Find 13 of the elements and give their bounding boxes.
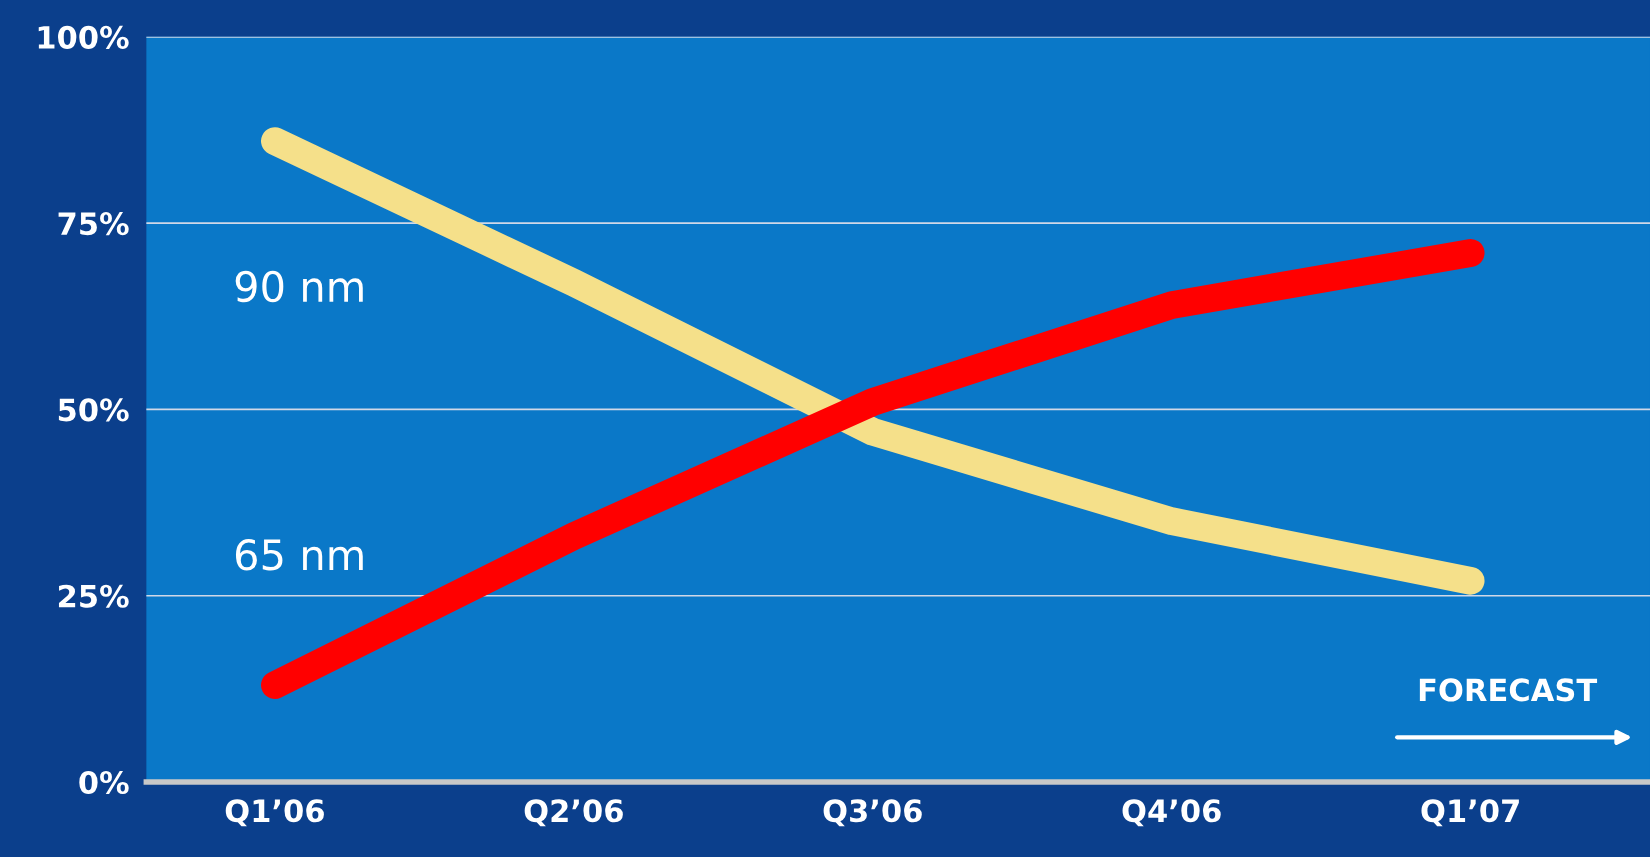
x-tick-label: Q1’07 (1421, 799, 1519, 827)
y-tick-label: 50% (58, 398, 129, 422)
series-label: 65 nm (235, 539, 363, 571)
y-tick-label: 100% (38, 25, 129, 49)
series-label: 90 nm (235, 270, 363, 303)
annotation: FORECAST (1419, 678, 1598, 702)
x-tick-label: Q3’06 (823, 799, 922, 827)
x-tick-label: Q2’06 (524, 799, 623, 827)
y-tick-label: 75% (58, 212, 129, 236)
x-tick-label: Q4’06 (1122, 799, 1221, 827)
y-tick-label: 0% (79, 770, 129, 795)
x-tick-label: Q1’06 (225, 799, 324, 827)
y-tick-label: 25% (58, 584, 129, 608)
